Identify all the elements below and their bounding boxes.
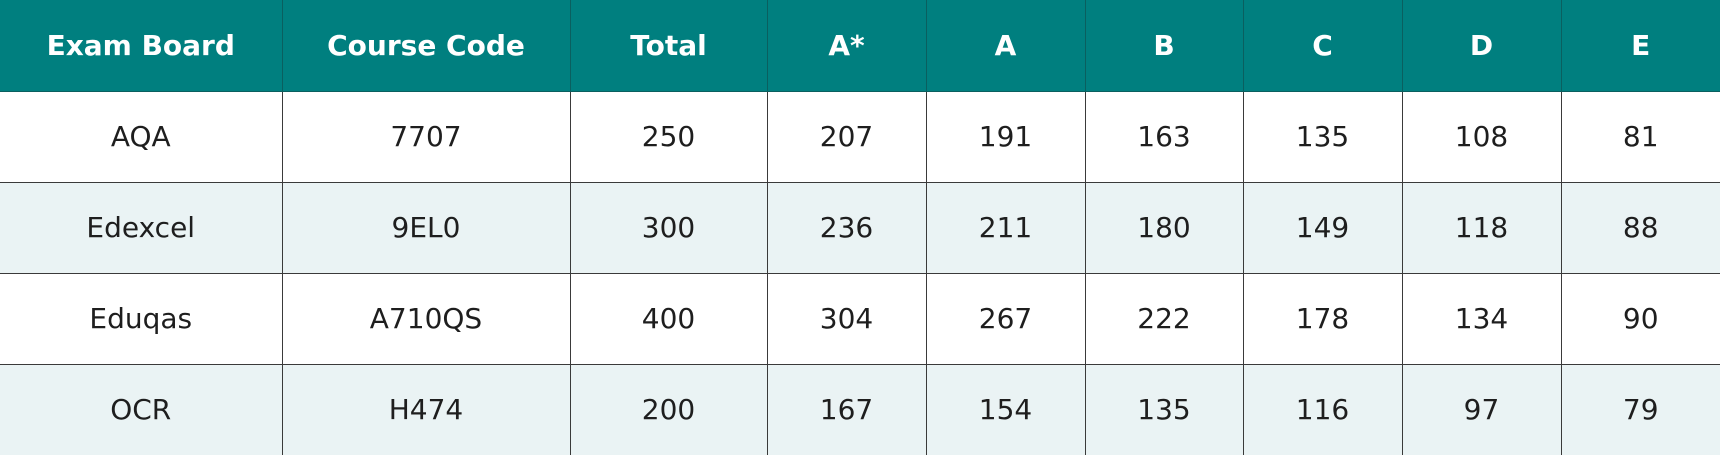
header-cell: Exam Board — [0, 0, 283, 92]
table-cell: 300 — [569, 181, 768, 274]
header-cell: A* — [766, 0, 927, 92]
header-row: Exam Board Course Code Total A* A B C D E — [0, 0, 1720, 92]
table-cell: 167 — [766, 363, 927, 455]
table-cell: 178 — [1242, 272, 1403, 365]
table-row: AQA 7707 250 207 191 163 135 108 81 — [0, 90, 1720, 183]
table-cell: 135 — [1242, 90, 1403, 183]
header-cell: B — [1084, 0, 1244, 92]
table-cell: 180 — [1084, 181, 1244, 274]
table-cell: 154 — [925, 363, 1086, 455]
table-cell: 211 — [925, 181, 1086, 274]
table-cell: OCR — [0, 363, 283, 455]
table-cell: A710QS — [281, 272, 571, 365]
table-cell: 97 — [1401, 363, 1562, 455]
table-cell: 9EL0 — [281, 181, 571, 274]
header-cell: Total — [569, 0, 768, 92]
header-cell: C — [1242, 0, 1403, 92]
table-cell: 191 — [925, 90, 1086, 183]
table-cell: 90 — [1560, 272, 1720, 365]
table-cell: 200 — [569, 363, 768, 455]
table-cell: 267 — [925, 272, 1086, 365]
table-cell: 118 — [1401, 181, 1562, 274]
table-cell: 134 — [1401, 272, 1562, 365]
header-cell: Course Code — [281, 0, 571, 92]
table-cell: 304 — [766, 272, 927, 365]
table-cell: Edexcel — [0, 181, 283, 274]
table-row: Eduqas A710QS 400 304 267 222 178 134 90 — [0, 272, 1720, 365]
header-cell: A — [925, 0, 1086, 92]
table-cell: 88 — [1560, 181, 1720, 274]
table-cell: 135 — [1084, 363, 1244, 455]
table-row: OCR H474 200 167 154 135 116 97 79 — [0, 363, 1720, 455]
header-cell: E — [1560, 0, 1720, 92]
table-cell: 163 — [1084, 90, 1244, 183]
table-cell: 236 — [766, 181, 927, 274]
table-cell: 7707 — [281, 90, 571, 183]
table-cell: Eduqas — [0, 272, 283, 365]
table-cell: AQA — [0, 90, 283, 183]
table-row: Edexcel 9EL0 300 236 211 180 149 118 88 — [0, 181, 1720, 274]
table-cell: 149 — [1242, 181, 1403, 274]
header-cell: D — [1401, 0, 1562, 92]
table-cell: 400 — [569, 272, 768, 365]
table-cell: 207 — [766, 90, 927, 183]
table-cell: 116 — [1242, 363, 1403, 455]
table-cell: 108 — [1401, 90, 1562, 183]
table-cell: 222 — [1084, 272, 1244, 365]
table-cell: 250 — [569, 90, 768, 183]
table-cell: H474 — [281, 363, 571, 455]
table-cell: 81 — [1560, 90, 1720, 183]
table-cell: 79 — [1560, 363, 1720, 455]
